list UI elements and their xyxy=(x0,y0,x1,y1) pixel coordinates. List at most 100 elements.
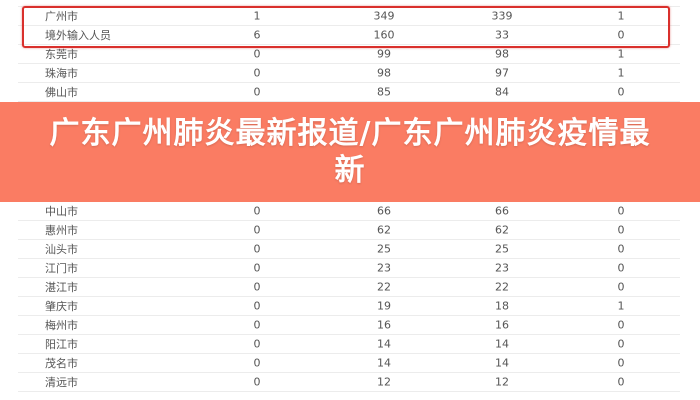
table-row: 汕头市 0 25 25 0 xyxy=(18,240,680,259)
value-col-1: 0 xyxy=(253,337,264,351)
value-col-1-text: 0 xyxy=(253,318,261,332)
value-col-3-text: 98 xyxy=(495,47,509,61)
value-col-4: 1 xyxy=(618,48,628,61)
value-col-4-text: 0 xyxy=(617,204,625,218)
value-col-2-text: 349 xyxy=(373,9,395,23)
value-col-3-text: 16 xyxy=(495,318,509,332)
value-col-1-text: 0 xyxy=(253,242,261,256)
city-name: 佛山市 xyxy=(45,86,78,99)
value-col-2-text: 99 xyxy=(377,47,391,61)
city-name: 茂名市 xyxy=(45,357,78,370)
value-col-4-text: 1 xyxy=(617,299,625,313)
value-col-1: 0 xyxy=(254,86,264,99)
table-row: 境外输入人员 6 160 33 0 xyxy=(18,26,680,45)
city-name: 境外输入人员 xyxy=(45,29,111,42)
value-col-3-text: 25 xyxy=(495,242,509,256)
table-row: 肇庆市 0 19 18 1 xyxy=(18,297,680,316)
value-col-3-text: 97 xyxy=(495,66,509,80)
value-col-4: 1 xyxy=(617,299,628,313)
value-col-1-text: 0 xyxy=(253,261,261,275)
value-col-4: 0 xyxy=(617,318,628,332)
table-row: 江门市 0 23 23 0 xyxy=(18,259,680,278)
value-col-4-text: 0 xyxy=(617,375,625,389)
value-col-3: 62 xyxy=(495,224,516,237)
value-col-2: 19 xyxy=(377,300,398,313)
value-col-3-text: 84 xyxy=(495,85,509,99)
value-col-1-text: 1 xyxy=(253,9,261,23)
table-row: 佛山市 0 85 84 0 xyxy=(18,83,680,102)
value-col-1: 0 xyxy=(254,300,264,313)
table-row: 中山市 0 66 66 0 xyxy=(18,202,680,221)
value-col-4-text: 0 xyxy=(617,318,625,332)
table-row: 湛江市 0 22 22 0 xyxy=(18,278,680,297)
table-row: 珠海市 0 98 97 1 xyxy=(18,64,680,83)
table-row: 清远市 0 12 12 0 xyxy=(18,373,680,392)
table-row: 广州市 1 349 339 1 xyxy=(18,7,680,26)
value-col-3-text: 14 xyxy=(495,337,509,351)
table-row: 阳江市 0 14 14 0 xyxy=(18,335,680,354)
value-col-3: 98 xyxy=(495,48,516,61)
value-col-4-text: 1 xyxy=(617,9,625,23)
value-col-2: 14 xyxy=(377,357,398,370)
value-col-3: 25 xyxy=(495,243,516,256)
city-name: 梅州市 xyxy=(45,319,78,332)
value-col-4-text: 0 xyxy=(617,280,625,294)
table-row: 梅州市 0 16 16 0 xyxy=(18,316,680,335)
value-col-1: 1 xyxy=(253,9,264,23)
value-col-2: 349 xyxy=(374,10,405,23)
value-col-1-text: 0 xyxy=(253,47,261,61)
value-col-2-text: 14 xyxy=(377,337,391,351)
value-col-1: 6 xyxy=(253,28,264,42)
value-col-1: 0 xyxy=(253,47,264,61)
value-col-4: 0 xyxy=(617,280,628,294)
value-col-4-text: 0 xyxy=(617,261,625,275)
value-col-3-text: 14 xyxy=(495,356,509,370)
value-col-3: 23 xyxy=(495,262,516,275)
value-col-4-text: 0 xyxy=(617,337,625,351)
value-col-2-text: 160 xyxy=(373,28,395,42)
value-col-4: 1 xyxy=(617,9,628,23)
value-col-2: 66 xyxy=(377,205,398,218)
city-name: 江门市 xyxy=(45,262,78,275)
city-name: 惠州市 xyxy=(45,224,78,237)
value-col-2-text: 25 xyxy=(377,242,391,256)
value-col-4: 0 xyxy=(617,337,628,351)
city-name: 阳江市 xyxy=(45,338,78,351)
value-col-1-text: 0 xyxy=(253,375,261,389)
city-name: 清远市 xyxy=(45,376,78,389)
value-col-4: 0 xyxy=(617,261,628,275)
value-col-2: 160 xyxy=(374,29,405,42)
value-col-4-text: 0 xyxy=(617,223,625,237)
value-col-2-text: 66 xyxy=(377,204,391,218)
city-name: 中山市 xyxy=(45,205,78,218)
city-case-table-bottom: 中山市 0 66 66 0 惠州市 0 62 62 0 汕头市 0 25 25 0 江门市 0 23 23 0 湛江市 0… xyxy=(18,202,680,392)
value-col-3-text: 339 xyxy=(491,9,513,23)
city-name: 湛江市 xyxy=(45,281,78,294)
value-col-2: 23 xyxy=(377,262,398,275)
value-col-4-text: 0 xyxy=(617,242,625,256)
value-col-1-text: 0 xyxy=(253,66,261,80)
value-col-2-text: 98 xyxy=(377,66,391,80)
value-col-2-text: 85 xyxy=(377,85,391,99)
value-col-3: 33 xyxy=(495,29,516,42)
value-col-4: 0 xyxy=(617,223,628,237)
value-col-4-text: 1 xyxy=(617,66,625,80)
value-col-2-text: 23 xyxy=(377,261,391,275)
value-col-3-text: 23 xyxy=(495,261,509,275)
value-col-3-text: 12 xyxy=(495,375,509,389)
value-col-2: 16 xyxy=(377,319,398,332)
value-col-1-text: 0 xyxy=(253,356,261,370)
value-col-1-text: 6 xyxy=(253,28,261,42)
city-name: 珠海市 xyxy=(45,67,78,80)
value-col-2-text: 14 xyxy=(377,356,391,370)
table-row: 惠州市 0 62 62 0 xyxy=(18,221,680,240)
value-col-1-text: 0 xyxy=(253,337,261,351)
value-col-4: 0 xyxy=(618,357,628,370)
value-col-1: 0 xyxy=(253,318,264,332)
value-col-1: 0 xyxy=(254,205,264,218)
value-col-3: 12 xyxy=(495,376,516,389)
value-col-2-text: 62 xyxy=(377,223,391,237)
value-col-3-text: 62 xyxy=(495,223,509,237)
value-col-4: 0 xyxy=(617,242,628,256)
value-col-3: 18 xyxy=(495,300,516,313)
